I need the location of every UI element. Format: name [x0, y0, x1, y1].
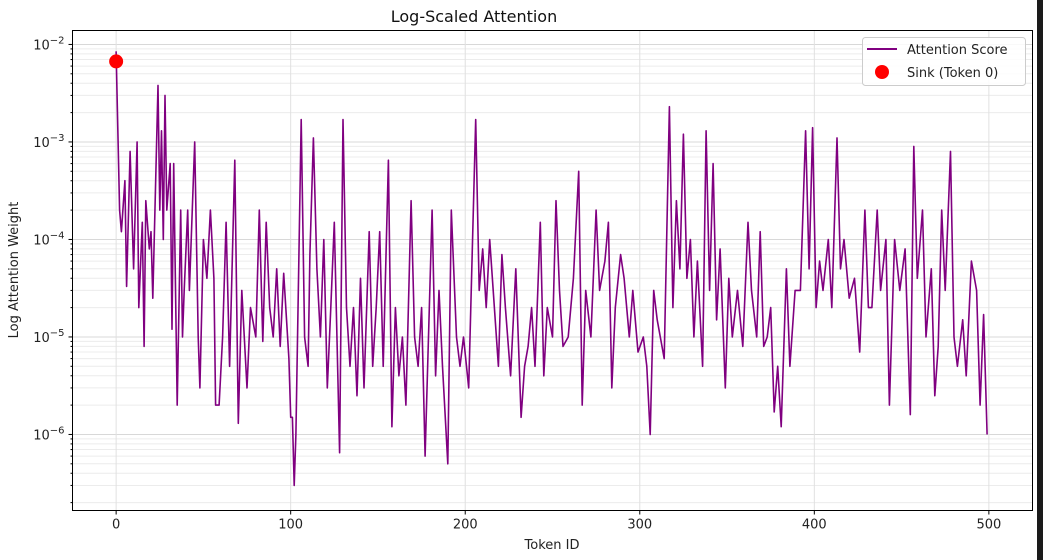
- axes-frame: [72, 30, 1033, 511]
- legend-entry-attention: Attention Score: [907, 43, 1008, 58]
- window-edge: [1037, 0, 1043, 560]
- legend-entry-sink: Sink (Token 0): [907, 66, 998, 81]
- y-tick-label: 10−6: [33, 425, 64, 443]
- x-tick-label: 300: [627, 518, 652, 533]
- y-axis-label: Log Attention Weight: [7, 202, 22, 339]
- sink-point: [109, 54, 124, 69]
- y-tick-label: 10−2: [33, 35, 64, 53]
- plot-area: [109, 51, 988, 487]
- chart-title: Log-Scaled Attention: [391, 7, 557, 26]
- ticks: 10−6 10−5 10−4 10−3 10−2 0 100 200 300 400 500: [33, 35, 1001, 532]
- legend: Attention Score Sink (Token 0): [862, 37, 1026, 86]
- y-tick-label: 10−4: [33, 230, 64, 248]
- x-tick-label: 500: [976, 518, 1001, 533]
- grid: [72, 30, 1033, 511]
- legend-box: [862, 37, 1026, 86]
- x-axis-label: Token ID: [524, 538, 580, 553]
- x-tick-label: 400: [802, 518, 827, 533]
- legend-dot-marker: [875, 65, 889, 79]
- x-tick-label: 0: [112, 518, 120, 533]
- x-tick-label: 200: [453, 518, 478, 533]
- attention-score-line: [115, 51, 988, 487]
- y-tick-label: 10−3: [33, 133, 64, 151]
- x-tick-label: 100: [278, 518, 303, 533]
- y-tick-label: 10−5: [33, 328, 64, 346]
